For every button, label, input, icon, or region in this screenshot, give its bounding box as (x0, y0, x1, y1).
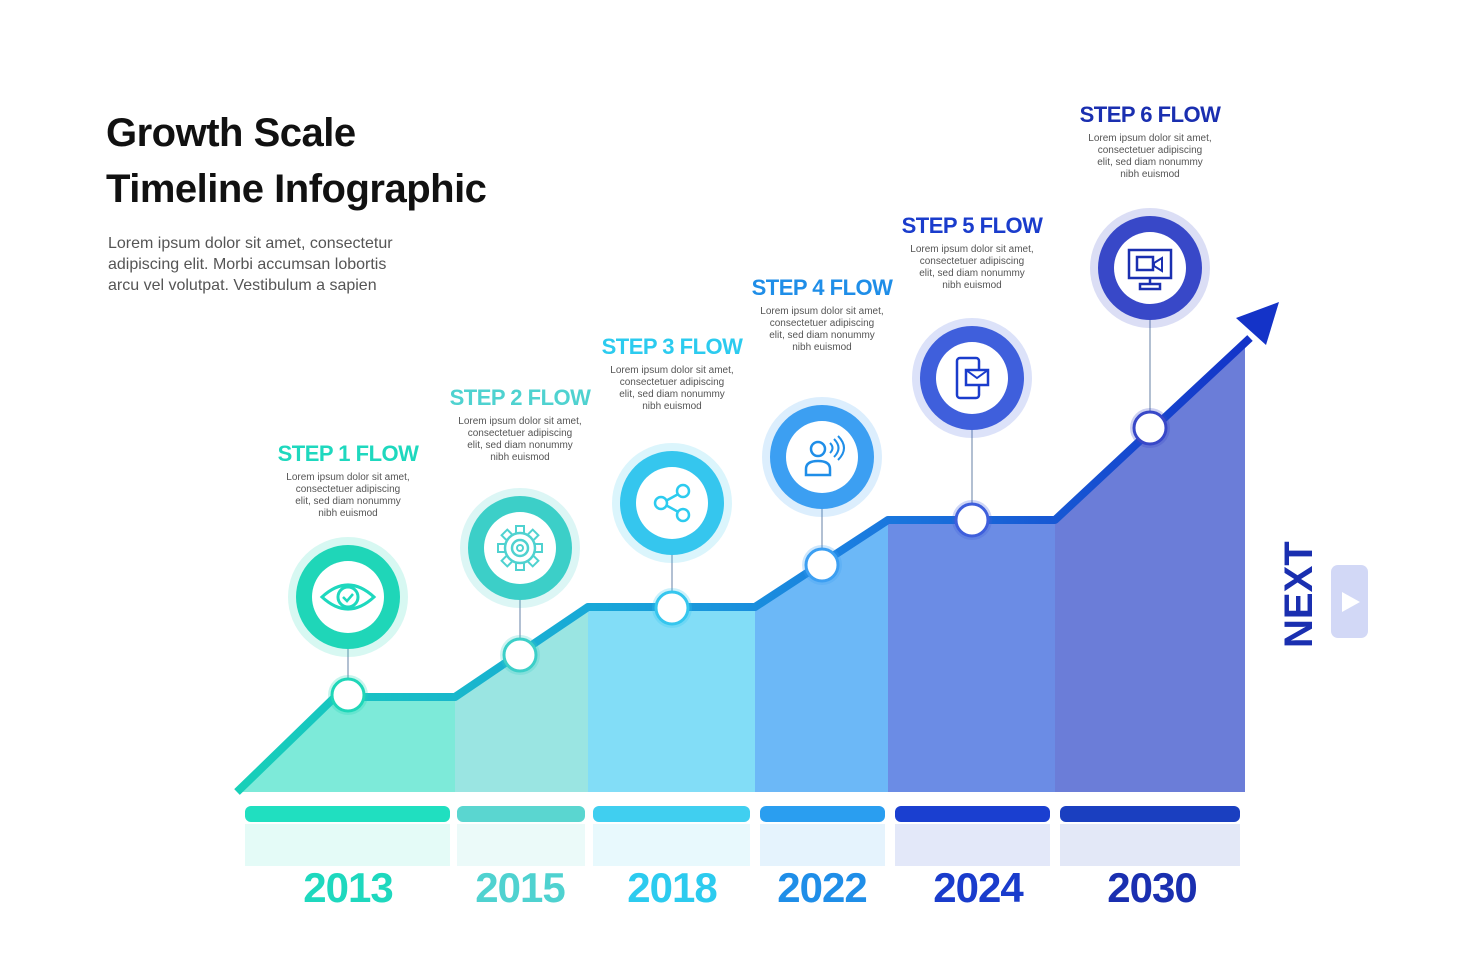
icon-circle (312, 561, 384, 633)
year-bar-5 (895, 806, 1050, 822)
year-label: 2018 (627, 864, 717, 911)
step-6[interactable]: STEP 6 FLOW Lorem ipsum dolor sit amet,co… (1080, 102, 1222, 911)
title-line-1: Growth Scale (106, 111, 356, 155)
step-description-line: nibh euismod (318, 508, 377, 519)
step-description-line: Lorem ipsum dolor sit amet, (286, 472, 409, 483)
year-bar-4 (760, 806, 885, 822)
user-voice-icon (804, 435, 845, 477)
title-line-2: Timeline Infographic (106, 167, 487, 211)
step-title: STEP 2 FLOW (450, 385, 592, 410)
icon-circle (636, 467, 708, 539)
bar-reflection (245, 824, 450, 866)
year-label: 2013 (303, 864, 392, 911)
step-description-line: elit, sed diam nonummy (769, 330, 875, 341)
step-description-line: Lorem ipsum dolor sit amet, (760, 306, 883, 317)
step-4[interactable]: STEP 4 FLOW Lorem ipsum dolor sit amet,co… (752, 275, 894, 911)
icon-circle (786, 421, 858, 493)
area-column-1 (237, 697, 455, 792)
timeline-node[interactable] (1132, 410, 1168, 446)
year-bar-2 (457, 806, 585, 822)
step-description-line: nibh euismod (942, 280, 1001, 291)
growth-area (237, 343, 1245, 792)
gear-icon (497, 525, 543, 571)
bar-reflection (760, 824, 885, 866)
step-title: STEP 4 FLOW (752, 275, 894, 300)
year-bar-3 (593, 806, 750, 822)
step-description-line: Lorem ipsum dolor sit amet, (610, 365, 733, 376)
step-description-line: elit, sed diam nonummy (295, 496, 401, 507)
icon-circle (1114, 232, 1186, 304)
step-description-line: Lorem ipsum dolor sit amet, (910, 244, 1033, 255)
step-description-line: consectetuer adipiscing (620, 377, 725, 388)
step-title: STEP 6 FLOW (1080, 102, 1222, 127)
year-label: 2024 (933, 864, 1024, 911)
timeline-node[interactable] (330, 677, 366, 713)
timeline-node[interactable] (654, 590, 690, 626)
step-description-line: nibh euismod (490, 452, 549, 463)
step-2[interactable]: STEP 2 FLOW Lorem ipsum dolor sit amet,co… (450, 385, 592, 911)
area-column-6 (1055, 343, 1245, 792)
year-bar-6 (1060, 806, 1240, 822)
next-label[interactable]: NEXT (1277, 541, 1321, 648)
year-bar-1 (245, 806, 450, 822)
year-bars (245, 806, 1240, 866)
eye-check-icon (319, 583, 377, 611)
timeline-node[interactable] (502, 637, 538, 673)
bar-reflection (1060, 824, 1240, 866)
phone-mail-icon (955, 356, 990, 400)
share-icon (653, 483, 691, 523)
step-description-line: nibh euismod (642, 401, 701, 412)
play-icon (1342, 592, 1360, 612)
step-title: STEP 1 FLOW (278, 441, 420, 466)
step-description-line: consectetuer adipiscing (770, 318, 875, 329)
area-column-3 (588, 607, 755, 792)
area-column-2 (455, 607, 588, 792)
step-description-line: consectetuer adipiscing (920, 256, 1025, 267)
step-description-line: elit, sed diam nonummy (1097, 157, 1203, 168)
year-label: 2022 (777, 864, 866, 911)
step-1[interactable]: STEP 1 FLOW Lorem ipsum dolor sit amet,co… (278, 441, 420, 911)
intro-line-3: arcu vel volutpat. Vestibulum a sapien (108, 277, 377, 294)
year-label: 2015 (475, 864, 565, 911)
step-3[interactable]: STEP 3 FLOW Lorem ipsum dolor sit amet,co… (602, 334, 744, 911)
timeline-node[interactable] (954, 502, 990, 538)
arrow-head-icon (1236, 302, 1279, 345)
step-description-line: Lorem ipsum dolor sit amet, (458, 416, 581, 427)
step-description-line: nibh euismod (1120, 169, 1179, 180)
step-title: STEP 3 FLOW (602, 334, 744, 359)
step-title: STEP 5 FLOW (902, 213, 1044, 238)
area-column-5 (888, 520, 1055, 792)
intro-line-1: Lorem ipsum dolor sit amet, consectetur (108, 235, 393, 252)
step-description-line: elit, sed diam nonummy (619, 389, 725, 400)
timeline-node[interactable] (804, 547, 840, 583)
bar-reflection (895, 824, 1050, 866)
year-label: 2030 (1107, 864, 1196, 911)
step-description-line: Lorem ipsum dolor sit amet, (1088, 133, 1211, 144)
step-description-line: consectetuer adipiscing (468, 428, 573, 439)
step-description-line: consectetuer adipiscing (296, 484, 401, 495)
intro-line-2: adipiscing elit. Morbi accumsan lobortis (108, 256, 386, 273)
bar-reflection (593, 824, 750, 866)
step-description-line: consectetuer adipiscing (1098, 145, 1203, 156)
bar-reflection (457, 824, 585, 866)
step-description-line: elit, sed diam nonummy (919, 268, 1025, 279)
next-button[interactable] (1331, 565, 1368, 638)
step-description-line: elit, sed diam nonummy (467, 440, 573, 451)
monitor-video-icon (1127, 248, 1173, 291)
step-5[interactable]: STEP 5 FLOW Lorem ipsum dolor sit amet,co… (902, 213, 1044, 911)
step-description-line: nibh euismod (792, 342, 851, 353)
